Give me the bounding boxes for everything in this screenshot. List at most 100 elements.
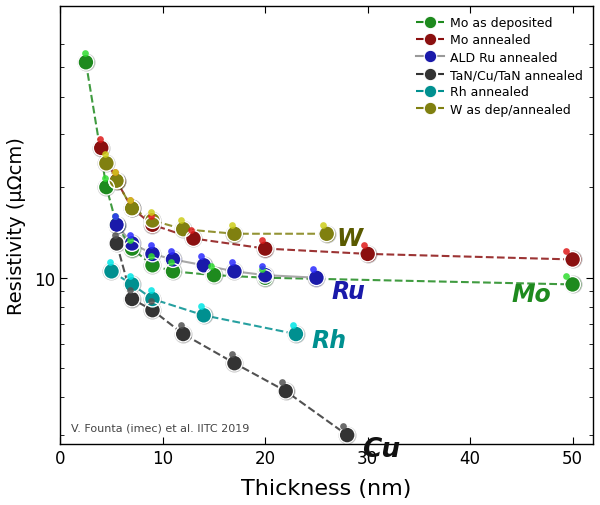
Point: [291, 330, 301, 338]
Text: W: W: [337, 227, 363, 251]
Point: [148, 217, 157, 225]
Point: [127, 281, 137, 289]
Point: [127, 295, 137, 304]
Point: [127, 205, 137, 213]
Point: [146, 253, 155, 261]
Point: [127, 281, 137, 289]
Point: [112, 221, 121, 229]
Point: [230, 230, 239, 238]
Text: Rh: Rh: [311, 329, 346, 352]
Point: [257, 265, 267, 273]
Text: V. Founta (imec) et al. IITC 2019: V. Founta (imec) et al. IITC 2019: [71, 423, 249, 433]
Point: [148, 307, 157, 315]
Point: [148, 217, 157, 225]
Point: [127, 240, 137, 248]
Point: [343, 431, 352, 439]
Point: [260, 245, 270, 253]
Point: [260, 274, 270, 282]
Y-axis label: Resistivity (μΩcm): Resistivity (μΩcm): [7, 137, 26, 314]
Point: [101, 160, 111, 168]
Point: [178, 330, 188, 338]
Point: [230, 268, 239, 276]
Point: [125, 231, 135, 239]
Point: [178, 226, 188, 234]
Point: [125, 286, 135, 294]
Point: [148, 262, 157, 270]
Point: [311, 274, 321, 282]
Point: [209, 272, 219, 280]
Point: [112, 240, 121, 248]
Point: [101, 184, 111, 192]
Point: [322, 230, 331, 238]
Point: [199, 262, 209, 270]
Point: [125, 196, 135, 204]
Point: [110, 169, 120, 177]
Point: [257, 263, 267, 271]
Point: [199, 312, 209, 320]
Point: [227, 259, 236, 267]
Point: [322, 230, 331, 238]
Point: [127, 245, 137, 253]
X-axis label: Thickness (nm): Thickness (nm): [241, 478, 412, 498]
Point: [230, 360, 239, 368]
Point: [230, 360, 239, 368]
Point: [127, 245, 137, 253]
Point: [343, 431, 352, 439]
Point: [148, 295, 157, 304]
Point: [311, 274, 321, 282]
Point: [281, 387, 290, 395]
Point: [127, 240, 137, 248]
Point: [168, 256, 178, 264]
Point: [127, 295, 137, 304]
Point: [178, 330, 188, 338]
Point: [343, 431, 352, 439]
Point: [199, 312, 209, 320]
Point: [80, 50, 89, 59]
Point: [568, 256, 577, 264]
Point: [112, 177, 121, 185]
Point: [148, 295, 157, 304]
Point: [112, 177, 121, 185]
Point: [257, 236, 267, 244]
Point: [112, 177, 121, 185]
Point: [101, 160, 111, 168]
Point: [176, 217, 186, 225]
Point: [568, 256, 577, 264]
Point: [148, 307, 157, 315]
Point: [168, 268, 178, 276]
Text: Cu: Cu: [362, 436, 401, 462]
Point: [127, 205, 137, 213]
Point: [322, 230, 331, 238]
Point: [188, 235, 198, 243]
Point: [100, 151, 110, 159]
Point: [308, 265, 317, 273]
Point: [101, 184, 111, 192]
Point: [188, 235, 198, 243]
Point: [148, 250, 157, 259]
Point: [178, 330, 188, 338]
Point: [112, 221, 121, 229]
Point: [209, 272, 219, 280]
Point: [168, 268, 178, 276]
Point: [206, 263, 216, 271]
Point: [107, 268, 116, 276]
Point: [281, 387, 290, 395]
Point: [97, 144, 106, 153]
Point: [178, 226, 188, 234]
Point: [110, 213, 120, 221]
Point: [148, 262, 157, 270]
Text: Ru: Ru: [332, 280, 365, 304]
Point: [260, 272, 270, 280]
Point: [148, 221, 157, 229]
Point: [166, 259, 176, 267]
Point: [125, 272, 135, 280]
Point: [112, 221, 121, 229]
Point: [97, 144, 106, 153]
Point: [260, 245, 270, 253]
Point: [260, 274, 270, 282]
Point: [568, 256, 577, 264]
Point: [260, 274, 270, 282]
Point: [168, 268, 178, 276]
Point: [188, 235, 198, 243]
Point: [260, 245, 270, 253]
